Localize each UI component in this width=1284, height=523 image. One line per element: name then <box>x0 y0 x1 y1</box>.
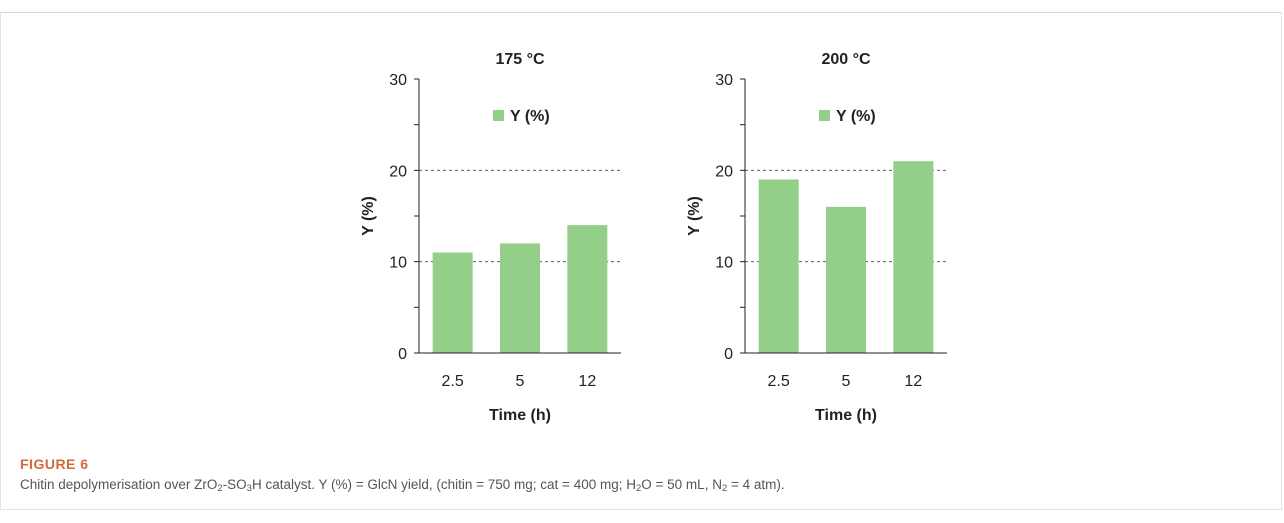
chart-2-legend-label: Y (%) <box>836 108 876 125</box>
chart-1-legend-swatch <box>493 110 504 121</box>
chart-2-x-axis-label: Time (h) <box>815 407 877 424</box>
chart-2-bar-2.5 <box>758 179 799 353</box>
chart-1-x-tick-label: 12 <box>578 373 596 390</box>
chart-2-y-tick-label: 10 <box>715 255 733 272</box>
chart-1-y-tick-label: 20 <box>389 163 407 180</box>
chart-2-x-tick-label: 2.5 <box>768 373 790 390</box>
figure-frame <box>0 12 1282 510</box>
chart-2-x-tick-label: 5 <box>842 373 851 390</box>
chart-1-x-axis-label: Time (h) <box>489 407 551 424</box>
chart-2-title: 200 °C <box>821 51 871 68</box>
chart-2-x-tick-label: 12 <box>904 373 922 390</box>
figure-charts: 0 10 20 30 2.5 5 12 175 °C Time (h) Y (%) Y (%) 0 10… <box>360 51 947 424</box>
chart-1-y-tick-label: 30 <box>389 72 407 89</box>
chart-2-y-axis-label: Y (%) <box>686 196 703 236</box>
chart-1-bar-2.5 <box>432 252 473 353</box>
chart-1-title: 175 °C <box>495 51 545 68</box>
chart-2-y-tick-label: 30 <box>715 72 733 89</box>
chart-2-legend-swatch <box>819 110 830 121</box>
chart-1-y-tick-label: 0 <box>398 346 407 363</box>
chart-2-bar-5 <box>826 206 866 353</box>
chart-2-y-tick-label: 20 <box>715 163 733 180</box>
chart-2-y-tick-label: 0 <box>724 346 733 363</box>
figure-caption: FIGURE 6 Chitin depolymerisation over Zr… <box>20 456 1260 494</box>
chart-2-bar-12 <box>893 161 934 353</box>
chart-1-y-axis-label: Y (%) <box>360 196 377 236</box>
chart-1-legend-label: Y (%) <box>510 108 550 125</box>
figure-caption-text: Chitin depolymerisation over ZrO2-SO3H c… <box>20 477 785 494</box>
figure-label: FIGURE 6 <box>20 456 89 472</box>
chart-1-x-tick-label: 5 <box>516 373 525 390</box>
chart-1-bar-5 <box>500 243 540 353</box>
chart-1-bar-12 <box>567 225 608 353</box>
chart-1-x-tick-label: 2.5 <box>442 373 464 390</box>
chart-1-y-tick-label: 10 <box>389 255 407 272</box>
